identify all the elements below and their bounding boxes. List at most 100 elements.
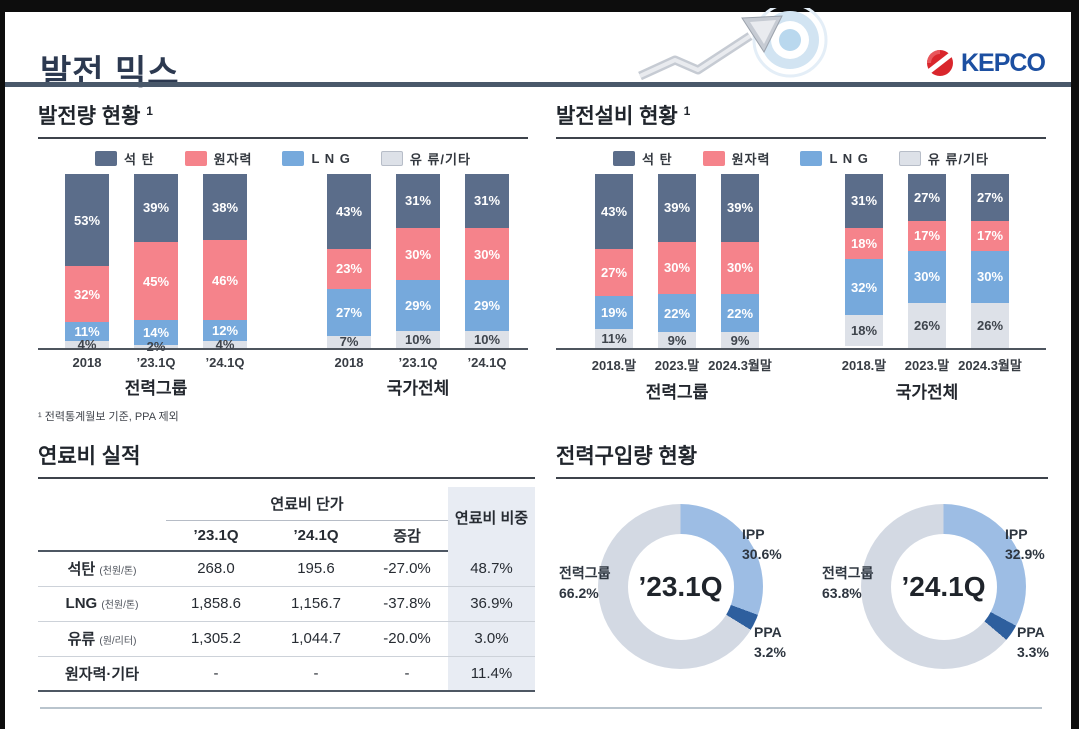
tick-group: 2018 ’23.1Q ’24.1Q bbox=[65, 355, 247, 370]
group-name: 전력그룹 bbox=[645, 383, 709, 402]
bar-segment: 30% bbox=[971, 250, 1009, 303]
section-fuel-title-text: 연료비 실적 bbox=[38, 445, 141, 468]
group-name: 국가전체 bbox=[895, 383, 959, 402]
bar-value-label: 26% bbox=[913, 317, 941, 333]
bar-segment: 27% bbox=[971, 174, 1009, 221]
bar-segment: 22% bbox=[658, 294, 696, 333]
bar-value-label: 18% bbox=[850, 236, 878, 252]
tick-group: 2018 ’23.1Q ’24.1Q bbox=[327, 355, 509, 370]
bar-segment: 4% bbox=[203, 337, 247, 352]
slice-value: 63.8% bbox=[822, 585, 862, 602]
stacked-bar: 53% 32% 11% 4% bbox=[65, 174, 109, 352]
fuel-share-cell: 11.4% bbox=[448, 656, 535, 692]
axis-tick: 2024.3월말 bbox=[958, 358, 1022, 373]
bar-segment: 9% bbox=[721, 332, 759, 348]
fuel-value-cell: -37.8% bbox=[366, 586, 448, 622]
kepco-logo: KEPCO bbox=[925, 46, 1055, 80]
fuel-share-cell: 36.9% bbox=[448, 586, 535, 622]
donut-center-label: ’24.1Q bbox=[901, 570, 986, 602]
slice-value: 32.9% bbox=[1005, 546, 1045, 563]
slice-name: IPP bbox=[742, 526, 765, 542]
donut-slice-label: PPA 3.2% bbox=[754, 622, 786, 663]
fuel-table-col-23: ’23.1Q bbox=[166, 520, 266, 552]
bar-value-label: 9% bbox=[730, 332, 750, 348]
bar-value-label: 32% bbox=[73, 286, 101, 302]
bar-segment: 30% bbox=[465, 227, 509, 281]
axis-tick: ’24.1Q bbox=[205, 355, 245, 370]
axis-tick: ’23.1Q bbox=[136, 355, 176, 370]
axis-tick: 2018 bbox=[72, 355, 102, 370]
legend-swatch bbox=[95, 151, 118, 166]
fuel-table-col-24: ’24.1Q bbox=[266, 520, 366, 552]
fuel-table-row: 유류 (원/리터) 1,305.2 1,044.7 -20.0% 3.0% bbox=[38, 621, 535, 657]
fuel-value-cell: - bbox=[366, 656, 448, 692]
bar-segment: 18% bbox=[845, 227, 883, 260]
fuel-row-unit: (천원/톤) bbox=[101, 600, 139, 611]
bar-value-label: 39% bbox=[663, 200, 691, 216]
bar-segment: 32% bbox=[65, 266, 109, 322]
slice-name: PPA bbox=[754, 624, 782, 640]
fuel-table-subheader-row: ’23.1Q ’24.1Q 증감 bbox=[38, 520, 535, 552]
screenshot-left-border bbox=[0, 0, 5, 729]
fuel-value-cell: 1,305.2 bbox=[166, 621, 266, 657]
stacked-bar: 31% 30% 29% 10% bbox=[465, 174, 509, 348]
bar-segment: 31% bbox=[465, 174, 509, 228]
section-generation-sup: 1 bbox=[146, 104, 153, 118]
legend-swatch bbox=[380, 151, 403, 166]
bar-segment: 29% bbox=[396, 280, 440, 331]
fuel-row-unit: (천원/톤) bbox=[99, 566, 137, 578]
fuel-value-cell: 268.0 bbox=[166, 551, 266, 587]
axis-tick: 2018.말 bbox=[841, 358, 887, 373]
bar-segment: 27% bbox=[908, 174, 946, 221]
donut-slice-label: 전력그룹 66.2% bbox=[559, 563, 611, 604]
screenshot-right-border bbox=[1071, 0, 1079, 729]
donut-ring: ’24.1Q bbox=[861, 504, 1026, 669]
donut-hole: ’24.1Q bbox=[890, 533, 997, 640]
bar-segment: 2% bbox=[134, 339, 178, 354]
capacity-bar-chart: 석 탄 원자력 L N G 유 류/기타 43% 27% 19% 11% 39% 30% 22% 9%… bbox=[556, 149, 1046, 403]
axis-tick: 2018 bbox=[334, 355, 364, 370]
kepco-logo-icon bbox=[925, 49, 955, 77]
fuel-value-cell: -27.0% bbox=[366, 551, 448, 587]
stacked-bar: 43% 23% 27% 7% bbox=[327, 174, 371, 349]
fuel-value-cell: 1,044.7 bbox=[266, 621, 366, 657]
bar-value-label: 17% bbox=[976, 228, 1004, 244]
bar-segment: 43% bbox=[327, 174, 371, 249]
bar-value-label: 27% bbox=[600, 264, 628, 280]
bar-value-label: 38% bbox=[211, 199, 239, 215]
bar-value-label: 39% bbox=[726, 200, 754, 216]
axis-tick: ’23.1Q bbox=[398, 355, 438, 370]
bar-value-label: 31% bbox=[473, 193, 501, 209]
bar-segment: 38% bbox=[203, 174, 247, 241]
bar-segment: 14% bbox=[134, 320, 178, 345]
bar-value-label: 17% bbox=[913, 228, 941, 244]
section-fuel-title: 연료비 실적 bbox=[38, 440, 535, 479]
bar-segment: 9% bbox=[658, 332, 696, 348]
bar-segment: 32% bbox=[845, 259, 883, 315]
bar-segment: 39% bbox=[658, 174, 696, 242]
bar-segment: 17% bbox=[971, 220, 1009, 251]
bar-value-label: 10% bbox=[473, 331, 501, 347]
bar-segment: 11% bbox=[595, 328, 633, 348]
section-capacity-title-text: 발전설비 현황 bbox=[556, 105, 678, 128]
bar-segment: 53% bbox=[65, 174, 109, 267]
fuel-share-cell: 48.7% bbox=[448, 551, 535, 587]
bar-value-label: 23% bbox=[335, 261, 363, 277]
header-divider bbox=[5, 82, 1071, 87]
tick-group: 2018.말 2023.말 2024.3월말 bbox=[592, 355, 772, 374]
bar-segment: 17% bbox=[908, 220, 946, 251]
bar-value-label: 22% bbox=[726, 305, 754, 321]
bar-value-label: 22% bbox=[663, 305, 691, 321]
fuel-row-label: 석탄 (천원/톤) bbox=[38, 551, 166, 587]
bar-segment: 26% bbox=[908, 302, 946, 348]
legend-label: 유 류/기타 bbox=[409, 152, 471, 167]
screenshot-top-border bbox=[0, 0, 1079, 12]
legend-item: L N G bbox=[800, 149, 868, 168]
bar-value-label: 10% bbox=[404, 331, 432, 347]
bar-value-label: 19% bbox=[600, 304, 628, 320]
fuel-share-cell: 3.0% bbox=[448, 621, 535, 657]
